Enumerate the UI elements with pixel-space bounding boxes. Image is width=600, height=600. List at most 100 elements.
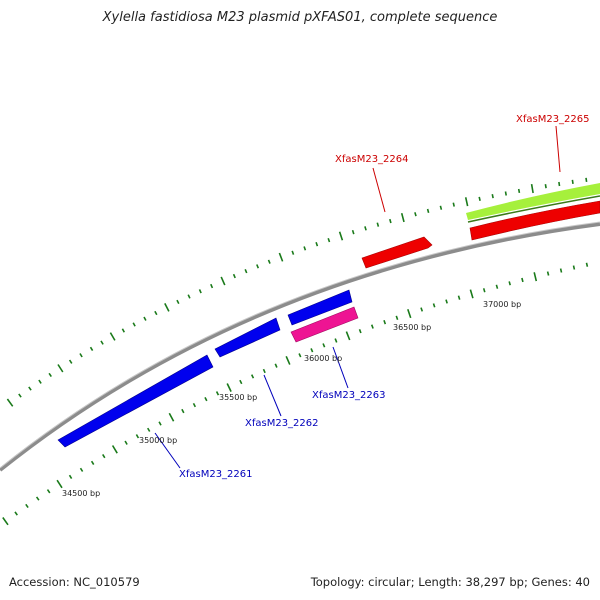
inner-tick-row bbox=[2, 262, 589, 526]
scale-tick bbox=[68, 474, 73, 480]
scale-tick bbox=[204, 397, 208, 402]
label-line-xfasm23-2265 bbox=[555, 125, 561, 173]
scale-tick bbox=[338, 231, 344, 241]
scale-tick bbox=[452, 202, 455, 207]
scale-tick bbox=[256, 264, 260, 269]
scale-tick bbox=[164, 303, 170, 312]
scale-tick bbox=[432, 303, 436, 308]
gc-track-baseline bbox=[467, 195, 600, 223]
scale-tick bbox=[267, 259, 271, 264]
scale-tick bbox=[530, 183, 534, 194]
scale-tick bbox=[147, 427, 151, 432]
gene-label-xfasm23-2264[interactable]: XfasM23_2264 bbox=[335, 154, 409, 165]
scale-tick bbox=[334, 338, 338, 343]
feature-arrow-xfasm23-2263[interactable] bbox=[290, 306, 359, 343]
scale-tick bbox=[121, 328, 126, 333]
gene-arrow-xfasm23-2264[interactable] bbox=[361, 236, 433, 269]
scale-tick bbox=[38, 379, 42, 384]
scale-tick bbox=[521, 277, 524, 283]
scale-tick bbox=[517, 188, 521, 194]
scale-tick bbox=[215, 391, 220, 396]
scale-tick bbox=[508, 281, 511, 286]
scale-tick bbox=[544, 184, 547, 189]
scale-tick bbox=[132, 322, 136, 327]
scale-tick bbox=[482, 288, 486, 293]
gene-label-xfasm23-2261[interactable]: XfasM23_2261 bbox=[179, 469, 253, 480]
scale-tick bbox=[571, 179, 574, 185]
scale-tick bbox=[395, 315, 399, 320]
outer-tick-row bbox=[6, 177, 588, 407]
scale-tick bbox=[192, 402, 197, 408]
scale-tick bbox=[154, 310, 158, 316]
scale-tick bbox=[298, 353, 302, 358]
scale-tick bbox=[226, 383, 232, 392]
scale-tick bbox=[18, 393, 22, 398]
scale-tick bbox=[303, 246, 307, 251]
scale-tick bbox=[48, 372, 52, 378]
scale-tick bbox=[176, 299, 180, 305]
scale-tick bbox=[327, 237, 331, 243]
scale-tick bbox=[232, 273, 236, 279]
scale-tick bbox=[46, 489, 51, 494]
scale-tick bbox=[198, 289, 202, 294]
scale-tick bbox=[495, 284, 499, 289]
gene-arrow-xfasm23-2261[interactable] bbox=[57, 354, 214, 448]
scale-tick bbox=[278, 252, 284, 262]
scale-tick bbox=[102, 453, 106, 459]
scale-label-35000: 35000 bp bbox=[139, 436, 177, 445]
label-line-xfasm23-2262 bbox=[263, 374, 282, 417]
scale-tick bbox=[291, 250, 295, 255]
scale-tick bbox=[250, 374, 255, 379]
scale-tick bbox=[274, 363, 278, 368]
backbone-circle bbox=[0, 222, 600, 472]
accession-text: Accession: NC_010579 bbox=[9, 575, 140, 589]
scale-tick bbox=[135, 434, 140, 439]
scale-label-35500: 35500 bp bbox=[219, 393, 257, 402]
scale-tick bbox=[426, 208, 430, 214]
scale-tick bbox=[100, 340, 104, 345]
gene-arrow-xfasm23-2262[interactable] bbox=[214, 317, 281, 358]
scale-label-34500: 34500 bp bbox=[62, 489, 100, 498]
scale-tick bbox=[79, 353, 83, 358]
gene-arrow-xfasm23-2265[interactable] bbox=[469, 200, 600, 241]
topology-summary: Topology: circular; Length: 38,297 bp; G… bbox=[310, 575, 590, 589]
scale-tick bbox=[559, 268, 563, 273]
scale-tick bbox=[124, 440, 128, 445]
scale-tick bbox=[28, 386, 32, 391]
scale-tick bbox=[370, 324, 374, 329]
scale-tick bbox=[57, 364, 64, 373]
scale-tick bbox=[504, 191, 507, 196]
scale-tick bbox=[25, 503, 29, 509]
scale-tick bbox=[285, 355, 291, 365]
scale-tick bbox=[383, 320, 387, 325]
scale-tick bbox=[414, 212, 417, 217]
scale-tick bbox=[457, 295, 461, 300]
gene-arrow-xfasm23-2262b[interactable] bbox=[287, 289, 353, 326]
gene-label-xfasm23-2265[interactable]: XfasM23_2265 bbox=[516, 114, 590, 125]
scale-tick bbox=[109, 332, 116, 341]
scale-tick bbox=[111, 445, 118, 454]
scale-label-36000: 36000 bp bbox=[304, 354, 342, 363]
scale-tick bbox=[310, 348, 314, 353]
scale-tick bbox=[464, 197, 469, 207]
scale-tick bbox=[315, 242, 319, 247]
scale-tick bbox=[56, 479, 63, 489]
scale-tick bbox=[2, 517, 9, 526]
map-title: Xylella fastidiosa M23 plasmid pXFAS01, … bbox=[102, 10, 498, 25]
label-line-xfasm23-2261 bbox=[154, 432, 181, 469]
scale-tick bbox=[68, 359, 73, 364]
label-line-xfasm23-2264 bbox=[372, 167, 386, 213]
scale-tick bbox=[546, 271, 550, 276]
scale-tick bbox=[187, 294, 191, 299]
scale-tick bbox=[389, 218, 392, 224]
scale-tick bbox=[400, 212, 405, 223]
gene-label-xfasm23-2263[interactable]: XfasM23_2263 bbox=[312, 390, 386, 401]
gene-label-xfasm23-2262[interactable]: XfasM23_2262 bbox=[245, 418, 319, 429]
scale-tick bbox=[210, 283, 214, 289]
scale-tick bbox=[558, 181, 561, 187]
gc-track-segment bbox=[466, 183, 600, 220]
scale-tick bbox=[533, 272, 538, 282]
scale-tick bbox=[358, 329, 362, 334]
scale-tick bbox=[469, 289, 474, 299]
scale-tick bbox=[364, 226, 367, 231]
